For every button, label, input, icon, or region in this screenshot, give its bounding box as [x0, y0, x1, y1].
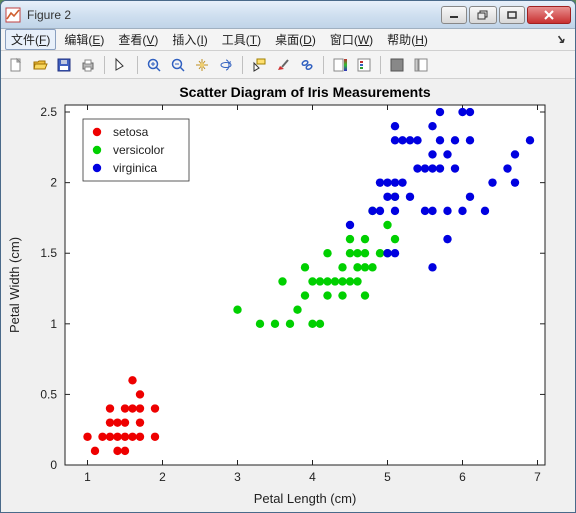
menu-window[interactable]: 窗口(W)	[324, 29, 379, 50]
titlebar[interactable]: Figure 2	[1, 1, 575, 29]
menu-view[interactable]: 查看(V)	[112, 29, 164, 50]
figure-window: Figure 2 文件(F) 编辑(E) 查看(V) 插入(I) 工具(T) 桌…	[0, 0, 576, 513]
menu-tools[interactable]: 工具(T)	[216, 29, 267, 50]
open-button[interactable]	[29, 54, 51, 76]
svg-text:0.5: 0.5	[40, 387, 57, 401]
svg-text:5: 5	[384, 470, 391, 484]
zoom-in-button[interactable]	[143, 54, 165, 76]
app-icon	[5, 7, 21, 23]
minimize-button[interactable]	[441, 6, 467, 24]
save-button[interactable]	[53, 54, 75, 76]
figure-area[interactable]: 1 2 3 4 5 6 7 0 0.5 1 1.5 2 2.5 Scatter Diagram of Ir…	[1, 79, 575, 512]
svg-text:0: 0	[50, 458, 57, 472]
svg-text:2: 2	[159, 470, 166, 484]
close-button[interactable]	[527, 6, 571, 24]
svg-text:4: 4	[309, 470, 316, 484]
data-cursor-button[interactable]	[248, 54, 270, 76]
svg-text:Petal Width (cm): Petal Width (cm)	[7, 237, 22, 333]
svg-text:7: 7	[534, 470, 541, 484]
scatter-plot: 1 2 3 4 5 6 7 0 0.5 1 1.5 2 2.5 Scatter Diagram of Ir…	[1, 79, 575, 513]
insert-colorbar-button[interactable]	[329, 54, 351, 76]
link-data-button[interactable]	[296, 54, 318, 76]
print-button[interactable]	[77, 54, 99, 76]
menubar: 文件(F) 编辑(E) 查看(V) 插入(I) 工具(T) 桌面(D) 窗口(W…	[1, 29, 575, 51]
svg-text:setosa: setosa	[113, 125, 149, 139]
pan-button[interactable]	[191, 54, 213, 76]
svg-text:6: 6	[459, 470, 466, 484]
menu-insert[interactable]: 插入(I)	[166, 29, 213, 50]
insert-legend-button[interactable]	[353, 54, 375, 76]
menu-desktop[interactable]: 桌面(D)	[269, 29, 322, 50]
svg-text:Scatter Diagram of Iris Measur: Scatter Diagram of Iris Measurements	[179, 84, 431, 100]
svg-text:virginica: virginica	[113, 161, 157, 175]
svg-text:1: 1	[84, 470, 91, 484]
rotate3d-button[interactable]	[215, 54, 237, 76]
toolbar	[1, 51, 575, 79]
svg-text:1.5: 1.5	[40, 246, 57, 260]
svg-text:2: 2	[50, 176, 57, 190]
maximize-button[interactable]	[499, 6, 525, 24]
zoom-out-button[interactable]	[167, 54, 189, 76]
menu-edit[interactable]: 编辑(E)	[58, 29, 110, 50]
svg-text:Petal Length (cm): Petal Length (cm)	[254, 491, 357, 506]
menu-file[interactable]: 文件(F)	[5, 29, 56, 50]
svg-text:3: 3	[234, 470, 241, 484]
window-buttons	[441, 6, 571, 24]
show-plot-tools-button[interactable]	[410, 54, 432, 76]
new-figure-button[interactable]	[5, 54, 27, 76]
window-title: Figure 2	[27, 8, 441, 22]
edit-plot-button[interactable]	[110, 54, 132, 76]
restore-down-button[interactable]	[469, 6, 497, 24]
menu-help[interactable]: 帮助(H)	[381, 29, 434, 50]
menu-quickhelp-icon[interactable]: ↘	[549, 32, 571, 47]
hide-plot-tools-button[interactable]	[386, 54, 408, 76]
svg-text:2.5: 2.5	[40, 105, 57, 119]
svg-text:1: 1	[50, 317, 57, 331]
brush-button[interactable]	[272, 54, 294, 76]
svg-text:versicolor: versicolor	[113, 143, 164, 157]
